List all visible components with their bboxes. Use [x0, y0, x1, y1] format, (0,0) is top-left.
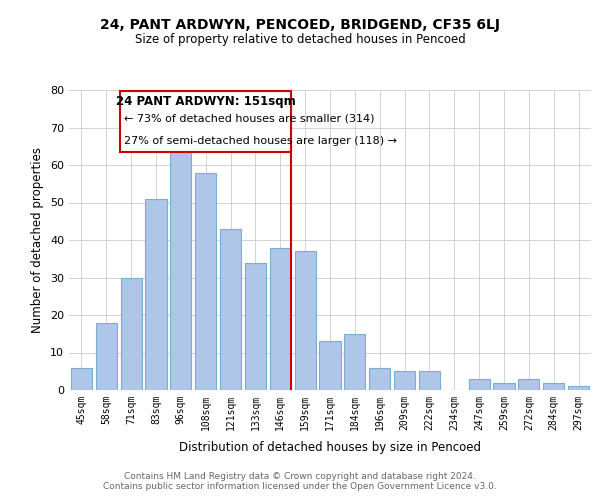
Bar	[344, 334, 365, 390]
Bar	[195, 172, 216, 390]
Bar	[543, 382, 564, 390]
Bar	[245, 262, 266, 390]
Bar	[419, 371, 440, 390]
Bar	[270, 248, 291, 390]
Text: Contains HM Land Registry data © Crown copyright and database right 2024.: Contains HM Land Registry data © Crown c…	[124, 472, 476, 481]
Bar	[568, 386, 589, 390]
Y-axis label: Number of detached properties: Number of detached properties	[31, 147, 44, 333]
Bar	[170, 142, 191, 390]
Bar	[369, 368, 390, 390]
Bar	[394, 371, 415, 390]
Text: 24 PANT ARDWYN: 151sqm: 24 PANT ARDWYN: 151sqm	[116, 95, 295, 108]
X-axis label: Distribution of detached houses by size in Pencoed: Distribution of detached houses by size …	[179, 441, 481, 454]
Bar	[295, 251, 316, 390]
Text: Contains public sector information licensed under the Open Government Licence v3: Contains public sector information licen…	[103, 482, 497, 491]
Text: ← 73% of detached houses are smaller (314): ← 73% of detached houses are smaller (31…	[124, 114, 375, 124]
Bar	[145, 198, 167, 390]
Text: Size of property relative to detached houses in Pencoed: Size of property relative to detached ho…	[134, 32, 466, 46]
Bar	[518, 379, 539, 390]
Bar	[469, 379, 490, 390]
Text: 27% of semi-detached houses are larger (118) →: 27% of semi-detached houses are larger (…	[124, 136, 397, 146]
Bar	[220, 229, 241, 390]
Bar	[493, 382, 515, 390]
FancyBboxPatch shape	[120, 91, 291, 152]
Bar	[71, 368, 92, 390]
Bar	[319, 341, 341, 390]
Text: 24, PANT ARDWYN, PENCOED, BRIDGEND, CF35 6LJ: 24, PANT ARDWYN, PENCOED, BRIDGEND, CF35…	[100, 18, 500, 32]
Bar	[121, 278, 142, 390]
Bar	[96, 322, 117, 390]
